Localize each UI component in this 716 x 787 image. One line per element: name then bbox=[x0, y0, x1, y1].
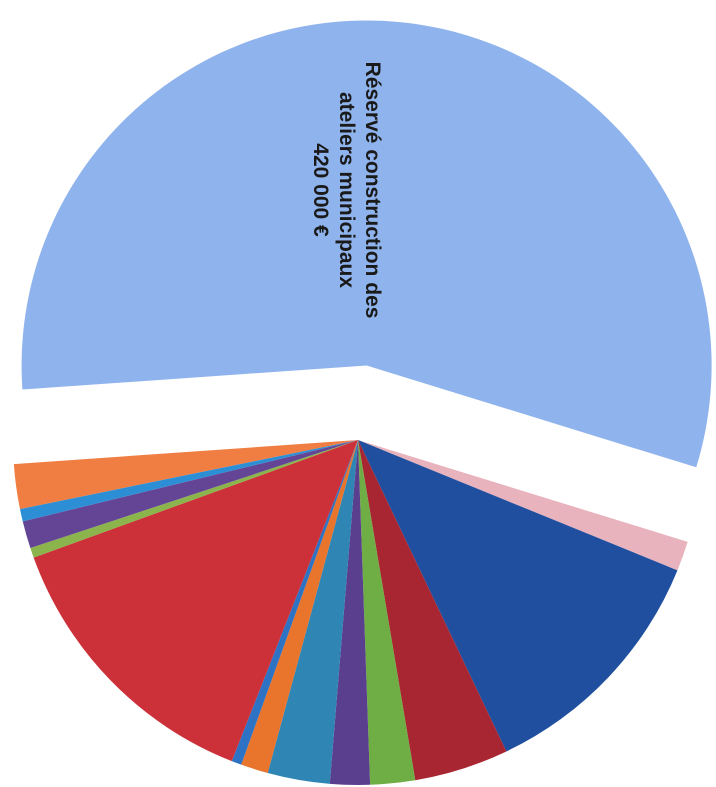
pie-slice bbox=[22, 440, 359, 549]
pie-slice bbox=[30, 440, 359, 558]
slice-label-line: 420 000 € bbox=[309, 143, 332, 237]
pie-slice bbox=[19, 440, 358, 522]
pie-slice bbox=[358, 440, 688, 571]
slice-label-line: ateliers municipaux bbox=[335, 92, 358, 288]
pie-slice bbox=[358, 440, 416, 785]
pie-slices bbox=[13, 20, 712, 786]
pie-slice bbox=[329, 440, 371, 786]
pie-slice bbox=[231, 440, 358, 765]
slice-label-line: Réservé construction des bbox=[361, 62, 384, 319]
pie-slice bbox=[21, 20, 712, 468]
pie-slice bbox=[267, 440, 358, 784]
pie-slice bbox=[358, 440, 678, 752]
pie-slice bbox=[358, 440, 507, 781]
pie-slice bbox=[33, 440, 358, 762]
slice-label: Réservé construction desateliers municip… bbox=[309, 62, 384, 319]
pie-slice bbox=[13, 440, 359, 510]
pie-slice bbox=[241, 440, 358, 773]
